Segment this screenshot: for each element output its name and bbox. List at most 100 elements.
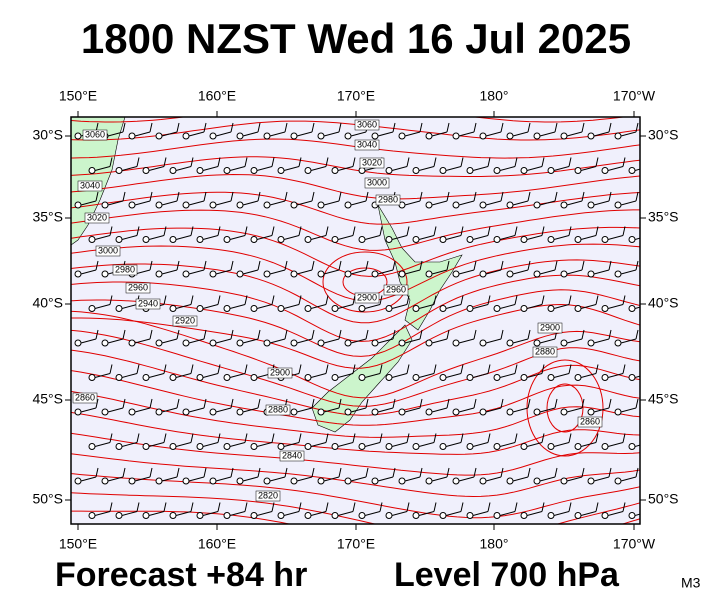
station bbox=[155, 477, 163, 485]
barb bbox=[406, 157, 410, 167]
station bbox=[128, 132, 136, 140]
title: 1800 NZST Wed 16 Jul 2025 bbox=[81, 15, 631, 62]
barb bbox=[350, 269, 367, 275]
station bbox=[452, 132, 460, 140]
contour bbox=[71, 226, 640, 277]
station bbox=[412, 167, 420, 174]
station bbox=[128, 408, 136, 416]
station bbox=[317, 477, 325, 485]
barb bbox=[163, 502, 167, 512]
lon-label: 180° bbox=[480, 88, 509, 104]
barb bbox=[379, 364, 383, 374]
barb bbox=[458, 269, 475, 275]
barb bbox=[541, 433, 545, 443]
barb bbox=[203, 191, 207, 202]
barb bbox=[581, 260, 585, 271]
barb bbox=[244, 295, 248, 305]
station bbox=[479, 339, 487, 347]
barb bbox=[541, 295, 545, 305]
contour-label: 3020 bbox=[362, 157, 382, 167]
contour-label: 2900 bbox=[357, 292, 377, 302]
station bbox=[466, 167, 474, 174]
barb bbox=[215, 131, 232, 137]
barb bbox=[431, 131, 448, 137]
station bbox=[506, 270, 514, 278]
barb bbox=[581, 329, 585, 340]
station bbox=[439, 512, 447, 519]
station bbox=[385, 374, 393, 381]
barb bbox=[122, 122, 126, 133]
barb bbox=[365, 398, 369, 409]
station bbox=[331, 512, 339, 519]
contour-label-box bbox=[135, 298, 161, 310]
barb bbox=[634, 375, 640, 378]
barb bbox=[229, 304, 246, 309]
barb bbox=[593, 131, 610, 137]
station bbox=[358, 167, 366, 174]
barb bbox=[230, 329, 234, 340]
barb bbox=[271, 226, 275, 236]
barb bbox=[190, 364, 194, 374]
station bbox=[358, 305, 366, 312]
contour-label-box bbox=[354, 292, 380, 304]
contour bbox=[546, 383, 584, 433]
station bbox=[493, 374, 501, 381]
station bbox=[547, 512, 555, 519]
barb bbox=[431, 407, 448, 413]
station bbox=[101, 408, 109, 416]
barb bbox=[80, 338, 97, 344]
model: M3 bbox=[681, 575, 701, 591]
barb bbox=[338, 122, 342, 133]
station bbox=[493, 305, 501, 312]
barb bbox=[595, 295, 599, 305]
station bbox=[304, 236, 312, 243]
contour bbox=[71, 303, 640, 369]
barb bbox=[473, 122, 477, 133]
barb bbox=[512, 131, 529, 137]
barb bbox=[472, 166, 489, 171]
contour bbox=[71, 432, 640, 476]
station bbox=[209, 132, 217, 140]
barb bbox=[500, 467, 504, 478]
station bbox=[223, 236, 231, 243]
barb bbox=[514, 295, 518, 305]
station bbox=[506, 132, 514, 140]
barb bbox=[310, 166, 327, 171]
barb bbox=[431, 476, 448, 482]
barb bbox=[256, 511, 273, 516]
barb bbox=[391, 304, 408, 309]
barb bbox=[527, 260, 531, 271]
barb bbox=[244, 157, 248, 167]
barb bbox=[310, 373, 327, 378]
barb bbox=[650, 365, 652, 374]
contour-label-box bbox=[354, 139, 380, 151]
barb bbox=[445, 235, 462, 240]
station bbox=[155, 132, 163, 140]
station bbox=[142, 443, 150, 450]
station bbox=[344, 201, 352, 209]
barb bbox=[634, 444, 640, 447]
contour-label: 2840 bbox=[282, 450, 302, 460]
contour-label-box bbox=[77, 180, 103, 192]
barb bbox=[512, 407, 529, 413]
station bbox=[182, 201, 190, 209]
barb bbox=[566, 407, 583, 413]
station bbox=[479, 270, 487, 278]
barb bbox=[257, 260, 261, 271]
contour-label: 2820 bbox=[258, 490, 278, 500]
station bbox=[115, 512, 123, 519]
barb bbox=[566, 269, 583, 275]
barb bbox=[539, 269, 556, 275]
station bbox=[560, 270, 568, 278]
barb bbox=[581, 398, 585, 409]
contour-label-box bbox=[354, 119, 380, 131]
station bbox=[574, 512, 582, 519]
barb bbox=[283, 511, 300, 516]
barb bbox=[406, 433, 410, 443]
contour-label-box bbox=[364, 177, 390, 189]
barb bbox=[310, 304, 327, 309]
barb bbox=[364, 235, 381, 240]
barb bbox=[526, 235, 543, 240]
lat-label: 40°S bbox=[648, 295, 679, 311]
station bbox=[223, 374, 231, 381]
